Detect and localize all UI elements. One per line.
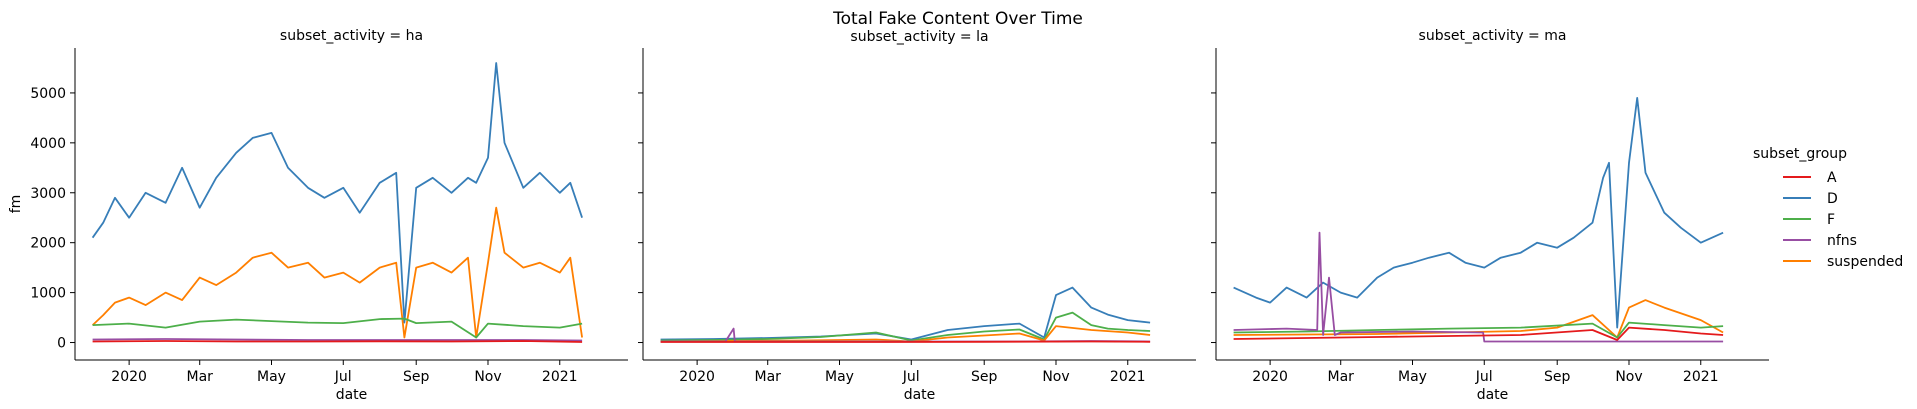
- facet-title: subset_activity = ha: [280, 28, 423, 44]
- x-tick-label: 2020: [1252, 369, 1288, 385]
- x-tick-label: 2021: [1110, 369, 1146, 385]
- x-tick-label: Sep: [1544, 369, 1571, 385]
- y-tick-label: 1000: [30, 286, 66, 302]
- y-tick-label: 4000: [30, 136, 66, 152]
- legend-title: subset_group: [1753, 146, 1847, 162]
- series-lines: [1233, 97, 1724, 343]
- series-line-A: [660, 340, 1151, 343]
- series-line-F: [92, 317, 583, 339]
- x-tick-label: Jul: [902, 369, 920, 385]
- x-tick-label: Mar: [187, 369, 214, 385]
- facet-title: subset_activity = ma: [1419, 28, 1567, 44]
- x-axis-label: date: [336, 387, 368, 403]
- x-tick-label: May: [825, 369, 854, 385]
- x-tick-label: Nov: [1042, 369, 1069, 385]
- x-tick-label: Mar: [1328, 369, 1355, 385]
- x-tick-label: 2020: [111, 369, 147, 385]
- x-tick-label: 2021: [1683, 369, 1719, 385]
- x-tick-label: Sep: [403, 369, 430, 385]
- legend-label-A: A: [1827, 170, 1837, 186]
- legend-label-D: D: [1827, 191, 1838, 207]
- series-line-suspended: [1233, 299, 1724, 339]
- legend-label-F: F: [1827, 212, 1835, 228]
- series-line-D: [91, 62, 583, 324]
- x-tick-label: Jul: [334, 369, 352, 385]
- facets: subset_activity = ha 0 1000 2000 3000 4000 500…: [8, 28, 1769, 403]
- series-line-F: [1233, 321, 1724, 339]
- series-line-nfns: [92, 338, 583, 342]
- series-line-F: [660, 311, 1151, 342]
- series-line-A: [92, 340, 583, 343]
- x-tick-label: May: [257, 369, 286, 385]
- facet-panel: subset_activity = la 2020 Mar May Jul Sep Nov 2…: [638, 29, 1196, 403]
- series-line-suspended: [660, 325, 1151, 343]
- facet-panel: subset_activity = ma 2020 Mar May Jul Sep Nov 2…: [1211, 28, 1769, 403]
- x-axis-label: date: [904, 387, 936, 403]
- x-tick-label: May: [1398, 369, 1427, 385]
- x-tick-label: Sep: [971, 369, 998, 385]
- x-tick-label: Mar: [755, 369, 782, 385]
- series-line-A: [1233, 326, 1724, 341]
- chart-title: Total Fake Content Over Time: [832, 9, 1083, 29]
- x-tick-label: Jul: [1475, 369, 1493, 385]
- x-tick-label: Nov: [474, 369, 501, 385]
- y-axis-label: fm: [8, 195, 24, 214]
- y-tick-label: 3000: [30, 186, 66, 202]
- y-tick-label: 2000: [30, 236, 66, 252]
- x-axis-label: date: [1477, 387, 1509, 403]
- y-tick-label: 0: [57, 336, 66, 352]
- facet-panel: subset_activity = ha 0 1000 2000 3000 4000 500…: [8, 28, 628, 403]
- x-tick-label: 2020: [679, 369, 715, 385]
- x-tick-label: Nov: [1615, 369, 1642, 385]
- x-tick-label: 2021: [542, 369, 578, 385]
- series-line-suspended: [91, 206, 583, 339]
- series-line-nfns: [1233, 231, 1724, 343]
- series-lines: [660, 286, 1151, 343]
- facet-title: subset_activity = la: [850, 29, 988, 45]
- series-line-D: [1233, 97, 1724, 329]
- legend-label-suspended: suspended: [1827, 254, 1903, 270]
- y-tick-label: 5000: [30, 86, 66, 102]
- series-lines: [91, 62, 583, 343]
- legend-label-nfns: nfns: [1827, 233, 1857, 249]
